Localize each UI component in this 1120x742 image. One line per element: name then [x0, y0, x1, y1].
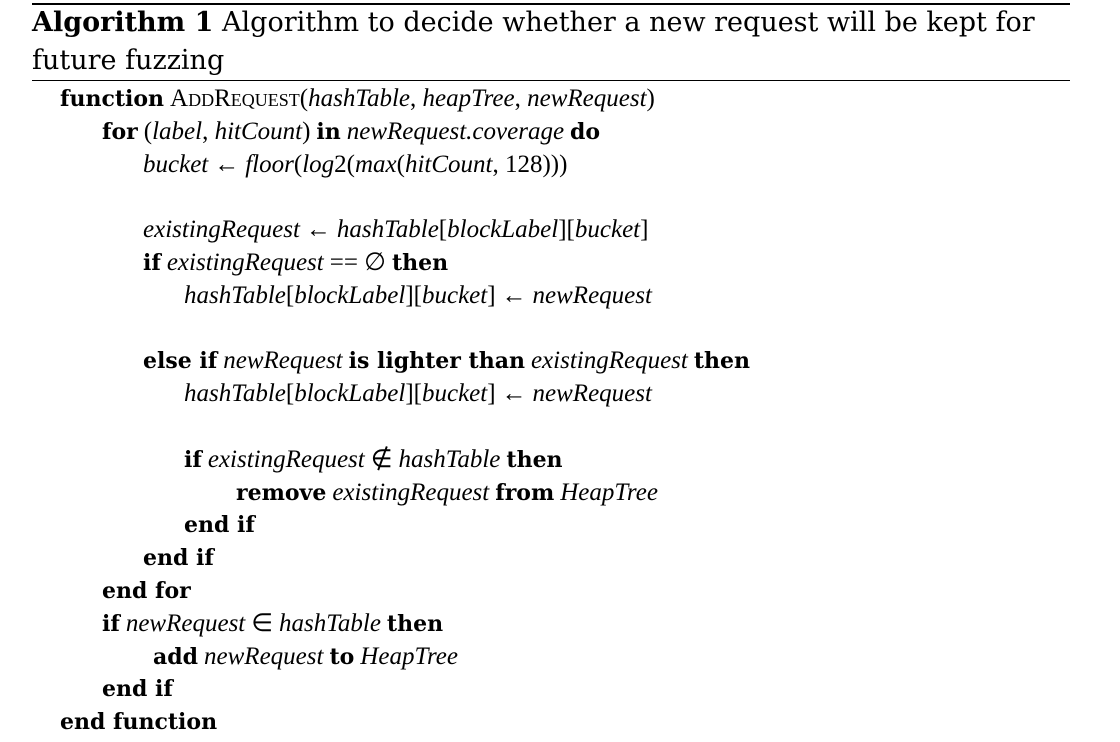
- caption-rule: [32, 80, 1070, 81]
- algorithm-block: Algorithm 1 Algorithm to decide whether …: [32, 0, 1070, 742]
- pseudocode-line: end function: [60, 709, 218, 735]
- pseudocode-line: end if: [184, 512, 255, 538]
- pseudocode-line: hashTable[blockLabel][bucket] ← newReque…: [184, 282, 652, 309]
- algorithm-caption: Algorithm 1 Algorithm to decide whether …: [32, 4, 1070, 80]
- algorithm-label: Algorithm 1: [32, 7, 214, 38]
- pseudocode-line: end for: [102, 578, 191, 604]
- algorithm-title: Algorithm to decide whether a new reques…: [32, 7, 1035, 76]
- pseudocode-line: bucket ← floor(log2(max(hitCount, 128))): [143, 151, 568, 178]
- pseudocode-line: add newRequest to HeapTree: [153, 643, 458, 670]
- pseudocode-line: else if newRequest is lighter than exist…: [143, 347, 751, 374]
- pseudocode-line: hashTable[blockLabel][bucket] ← newReque…: [184, 380, 652, 407]
- top-rule: [32, 3, 1070, 5]
- pseudocode-line: remove existingRequest from HeapTree: [236, 479, 658, 506]
- pseudocode-line: existingRequest ← hashTable[blockLabel][…: [143, 216, 649, 243]
- pseudocode-line: end if: [143, 545, 214, 571]
- pseudocode-line: for (label, hitCount) in newRequest.cove…: [102, 118, 601, 145]
- pseudocode-line: if newRequest ∈ hashTable then: [102, 610, 444, 637]
- pseudocode-line: if existingRequest == ∅ then: [143, 249, 449, 276]
- pseudocode-line: if existingRequest ∉ hashTable then: [184, 446, 563, 473]
- pseudocode-line: end if: [102, 676, 173, 702]
- pseudocode-line: function AddRequest(hashTable, heapTree,…: [60, 85, 655, 112]
